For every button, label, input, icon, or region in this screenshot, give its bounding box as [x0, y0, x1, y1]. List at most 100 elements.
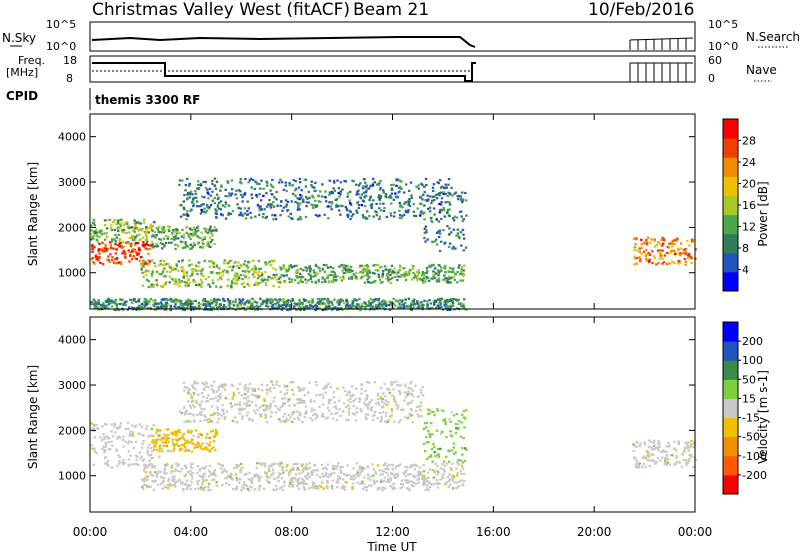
vel-cell: [332, 396, 336, 399]
power-cell: [243, 306, 246, 310]
vel-cell: [332, 467, 335, 470]
vel-cell: [387, 474, 390, 477]
power-cell: [359, 309, 362, 312]
vel-cell: [430, 448, 434, 451]
power-cell: [285, 274, 288, 277]
vel-cell: [660, 450, 663, 453]
power-cell: [430, 277, 433, 280]
vel-cell: [310, 473, 314, 476]
power-cell: [230, 188, 234, 191]
vel-cell: [174, 485, 177, 488]
power-cell: [384, 300, 387, 303]
power-cell: [378, 194, 381, 197]
power-cell: [245, 300, 249, 303]
power-cell: [195, 196, 198, 199]
vel-cell: [315, 384, 318, 387]
power-cell: [294, 200, 297, 204]
power-cell: [643, 241, 646, 244]
power-cell: [244, 217, 248, 220]
power-cell: [314, 309, 317, 312]
vel-cell: [308, 381, 311, 384]
power-cell: [404, 298, 407, 301]
vel-cell: [412, 485, 415, 488]
power-cell: [265, 184, 269, 187]
power-cell: [673, 249, 676, 252]
power-cell: [414, 214, 417, 217]
power-cell: [374, 304, 378, 307]
vel-cell: [174, 443, 177, 446]
vel-cell: [110, 466, 114, 469]
power-cell: [330, 191, 333, 194]
vel-cell: [248, 404, 251, 407]
vel-cell: [212, 380, 216, 383]
vel-cell: [196, 382, 200, 385]
power-cell: [98, 235, 101, 238]
vel-cell: [392, 395, 396, 398]
vel-cell: [108, 437, 111, 440]
power-cell: [461, 279, 465, 282]
vel-cell: [392, 388, 395, 391]
power-cell: [281, 298, 284, 301]
vel-cell: [270, 465, 273, 468]
vel-cell: [321, 412, 324, 415]
power-cell: [107, 255, 110, 258]
vel-cell: [124, 440, 127, 443]
power-cell: [285, 300, 288, 303]
vel-cell: [199, 405, 202, 408]
power-cell: [302, 269, 305, 272]
power-cell: [647, 252, 650, 255]
vel-cell: [224, 383, 227, 386]
power-cell: [254, 215, 257, 218]
power-cell: [93, 246, 96, 249]
power-cell: [358, 265, 362, 269]
vel-cell: [215, 484, 218, 487]
power-cell: [317, 200, 320, 203]
vel-cell: [303, 488, 306, 492]
power-cell: [148, 248, 152, 251]
power-cell: [265, 304, 268, 307]
power-cell: [461, 191, 464, 194]
power-cell: [279, 281, 282, 284]
power-cell: [165, 281, 168, 284]
power-cell: [409, 305, 413, 308]
power-cell: [369, 185, 372, 188]
power-cell: [164, 305, 167, 308]
power-cell: [238, 214, 241, 217]
power-cell: [226, 284, 229, 287]
power-cell: [336, 308, 339, 311]
power-cell: [452, 271, 455, 274]
vel-cell: [270, 380, 273, 383]
power-cell: [330, 208, 333, 211]
power-cell: [165, 270, 169, 273]
vel-cell: [188, 404, 192, 407]
power-cell: [431, 199, 434, 202]
vel-cell: [278, 384, 281, 387]
power-cell: [295, 303, 298, 306]
power-cell: [462, 233, 465, 236]
power-cell: [159, 301, 163, 304]
vel-cell: [205, 382, 209, 385]
vel-cell: [212, 397, 215, 400]
power-cell: [270, 259, 273, 262]
vel-cell: [650, 440, 653, 443]
power-cell: [274, 298, 277, 301]
vel-cell: [302, 467, 305, 470]
vel-cell: [215, 431, 219, 434]
power-cell: [134, 242, 138, 245]
power-cell: [246, 200, 249, 203]
power-cell: [332, 280, 335, 283]
vel-cell: [460, 421, 463, 424]
vel-cell: [686, 461, 689, 464]
vel-cell: [287, 485, 291, 488]
power-cell: [397, 186, 401, 189]
vel-cell: [177, 463, 180, 466]
vel-cell: [245, 472, 248, 476]
power-cell: [229, 212, 233, 216]
colorbar-swatch: [723, 271, 738, 292]
vel-cell: [462, 484, 465, 487]
vel-cell: [297, 411, 301, 414]
vel-cell: [269, 390, 272, 393]
power-cell: [179, 240, 183, 243]
power-cell: [211, 179, 214, 182]
vel-cell: [690, 440, 693, 443]
